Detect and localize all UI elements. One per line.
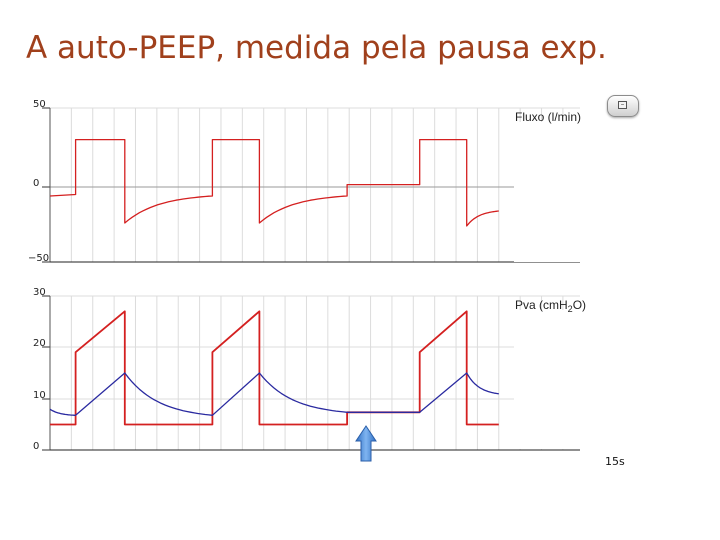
- y-tick-label: 50: [33, 99, 46, 110]
- y-tick-label: −50: [28, 253, 49, 264]
- y-tick-label: 20: [33, 338, 46, 349]
- small-window-icon: –: [618, 101, 627, 109]
- flow-panel: 50 0 −50: [28, 99, 582, 264]
- pressure-axis-label: Pva (cmH2O): [515, 298, 586, 314]
- up-arrow-icon: [355, 425, 377, 462]
- time-label: 15s: [605, 455, 625, 468]
- y-tick-label: 0: [33, 441, 39, 452]
- series-line: [50, 310, 499, 426]
- series-line: [49, 138, 499, 227]
- blank-region: [514, 122, 582, 262]
- blank-region: [514, 310, 582, 449]
- page-title: A auto-PEEP, medida pela pausa exp.: [26, 30, 607, 66]
- y-tick-label: 30: [33, 287, 46, 298]
- y-tick-label: 0: [33, 178, 39, 189]
- y-tick-label: 10: [33, 390, 46, 401]
- menu-button[interactable]: –: [607, 95, 639, 117]
- pressure-panel: 30 20 10 0: [33, 287, 582, 452]
- series-line: [49, 372, 499, 416]
- flow-axis-label: Fluxo (l/min): [515, 110, 581, 124]
